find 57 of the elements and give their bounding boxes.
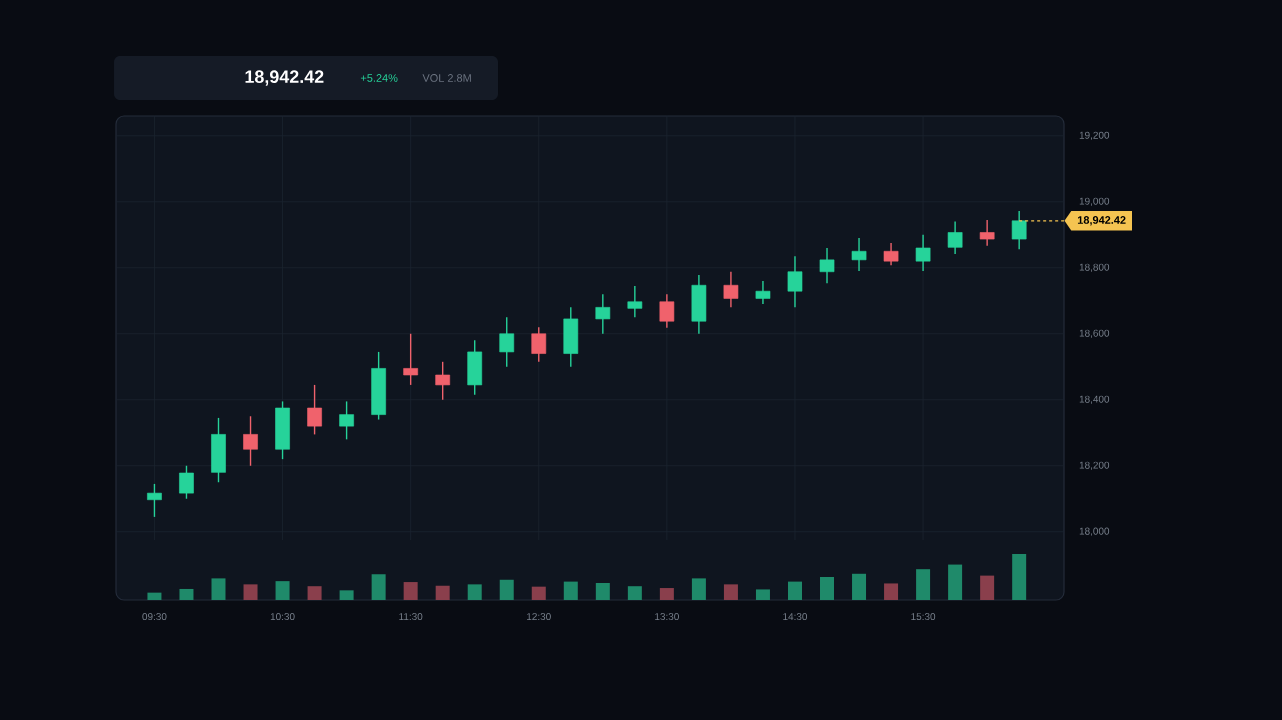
candlestick [883,242,899,266]
bar [627,586,642,600]
bar [852,573,867,600]
candlestick [371,351,386,421]
candlestick [851,237,867,272]
bar [884,583,899,600]
candlestick [659,293,675,329]
candlestick [755,280,771,305]
bar [723,584,738,600]
candlestick [435,361,451,401]
candlestick [307,384,322,436]
bar [499,579,514,600]
candlestick [1011,210,1027,250]
candlestick [819,247,835,284]
candlestick [563,306,579,368]
candlestick [179,465,194,500]
bar [755,589,770,600]
candlestick [531,326,547,363]
bar [948,564,963,600]
bar [339,590,354,600]
bar [691,578,706,600]
bar [371,574,386,600]
bar [435,585,450,600]
bar [563,581,578,600]
candlestick [947,220,963,255]
candlestick [691,274,707,335]
bar [595,582,610,600]
bar [403,582,418,600]
bar [243,584,258,600]
candlestick [787,255,803,309]
candlestick [595,293,611,335]
bar [275,581,290,600]
bar [211,578,226,600]
candlestick [275,400,290,460]
candlestick [723,271,739,309]
text: 18,942.42 [245,70,324,86]
candlestick [915,234,931,272]
bar [467,584,482,600]
bar [179,588,194,600]
bar [659,588,674,600]
candlestick [211,417,226,483]
candlestick [499,316,515,368]
bar [147,592,162,600]
candlestick [339,400,354,441]
candlestick [979,219,995,247]
candlestick [243,415,258,467]
candlestick [147,483,162,518]
bar [787,581,802,600]
candlestick [467,339,483,396]
bar [980,575,995,600]
candlestick [627,285,643,318]
bar [820,577,835,600]
bar [1012,554,1027,600]
bar [307,586,322,600]
bar [916,569,931,600]
candlestick [403,333,419,386]
bar [531,586,546,600]
